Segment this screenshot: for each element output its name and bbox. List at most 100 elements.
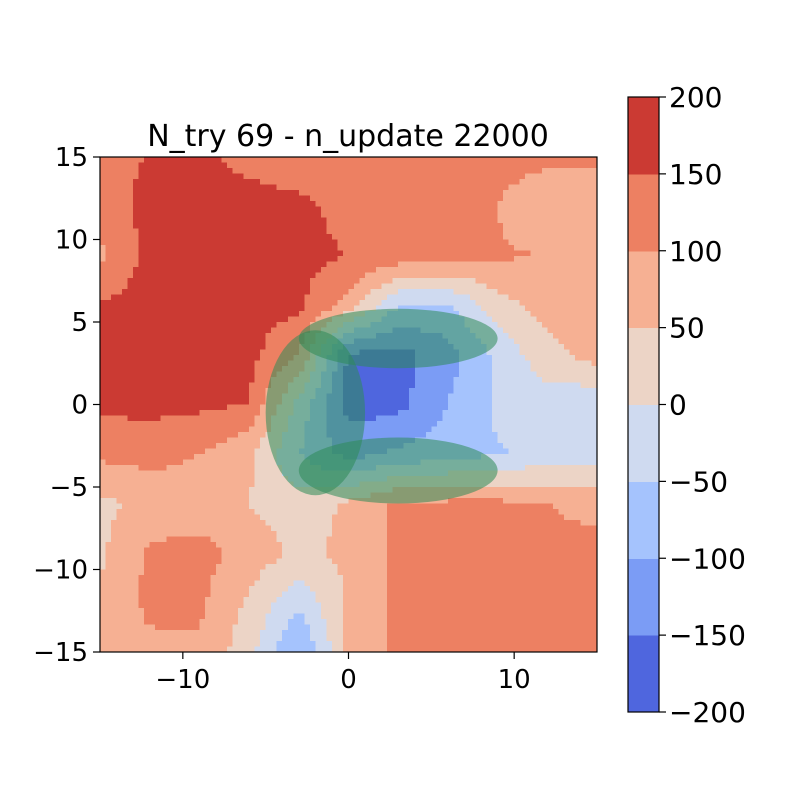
contour-cell: [348, 250, 355, 257]
contour-cell: [552, 426, 559, 433]
contour-cell: [574, 256, 582, 263]
contour-cell: [464, 256, 471, 263]
contour-cell: [243, 338, 250, 345]
contour-cell: [359, 162, 366, 169]
contour-cell: [133, 201, 140, 208]
contour-cell: [204, 234, 212, 241]
contour-cell: [387, 201, 394, 208]
contour-cell: [293, 217, 300, 224]
contour-cell: [558, 454, 565, 461]
contour-cell: [447, 366, 455, 373]
contour-cell: [171, 190, 178, 197]
contour-cell: [133, 223, 140, 230]
contour-cell: [591, 250, 597, 257]
contour-cell: [464, 173, 471, 180]
contour-cell: [160, 437, 167, 444]
contour-cell: [563, 256, 570, 263]
contour-cell: [215, 459, 223, 466]
contour-cell: [155, 404, 162, 411]
contour-cell: [221, 195, 228, 202]
contour-cell: [486, 289, 493, 296]
contour-cell: [431, 404, 438, 411]
contour-cell: [182, 338, 189, 345]
contour-cell: [464, 382, 471, 389]
contour-cell: [398, 184, 405, 191]
contour-cell: [127, 410, 134, 417]
contour-cell: [425, 289, 432, 296]
contour-cell: [591, 399, 597, 406]
contour-cell: [326, 261, 333, 268]
contour-cell: [210, 201, 217, 208]
contour-cell: [331, 250, 339, 257]
contour-cell: [547, 179, 554, 186]
contour-cell: [182, 371, 189, 378]
contour-cell: [492, 195, 499, 202]
contour-cell: [166, 267, 173, 274]
contour-cell: [304, 157, 311, 164]
contour-cell: [387, 168, 394, 175]
contour-cell: [519, 322, 526, 329]
contour-cell: [100, 179, 107, 186]
contour-cell: [188, 355, 195, 362]
contour-cell: [249, 300, 256, 307]
contour-cell: [563, 157, 570, 164]
contour-cell: [370, 184, 377, 191]
contour-cell: [574, 443, 582, 450]
contour-cell: [243, 371, 250, 378]
contour-cell: [541, 421, 548, 428]
contour-cell: [370, 300, 377, 307]
contour-cell: [464, 278, 471, 285]
contour-cell: [133, 399, 140, 406]
contour-cell: [486, 300, 493, 307]
contour-cell: [442, 371, 449, 378]
contour-cell: [116, 305, 123, 312]
contour-cell: [182, 201, 189, 208]
contour-cell: [503, 432, 510, 439]
contour-cell: [127, 179, 134, 186]
contour-cell: [287, 316, 294, 323]
contour-cell: [260, 432, 267, 439]
contour-cell: [525, 206, 532, 213]
contour-cell: [464, 217, 471, 224]
contour-cell: [580, 454, 587, 461]
contour-cell: [519, 234, 526, 241]
contour-cell: [298, 234, 305, 241]
contour-cell: [387, 426, 394, 433]
contour-cell: [221, 300, 228, 307]
contour-cell: [376, 366, 383, 373]
contour-cell: [359, 228, 366, 235]
contour-cell: [232, 261, 239, 268]
contour-cell: [541, 168, 548, 175]
contour-cell: [133, 239, 140, 246]
contour-cell: [392, 305, 399, 312]
contour-cell: [260, 327, 267, 334]
contour-cell: [425, 404, 432, 411]
contour-cell: [530, 267, 537, 274]
contour-cell: [425, 179, 432, 186]
contour-cell: [398, 206, 405, 213]
contour-cell: [398, 272, 405, 279]
contour-cell: [238, 217, 245, 224]
contour-cell: [188, 382, 195, 389]
contour-cell: [365, 294, 372, 301]
contour-cell: [249, 448, 256, 455]
contour-cell: [133, 245, 140, 252]
contour-cell: [105, 349, 112, 356]
contour-cell: [326, 162, 333, 169]
contour-cell: [497, 311, 504, 318]
contour-cell: [111, 426, 118, 433]
contour-cell: [243, 294, 250, 301]
contour-cell: [232, 366, 239, 373]
contour-cell: [365, 382, 372, 389]
contour-cell: [541, 201, 548, 208]
contour-cell: [558, 217, 565, 224]
contour-cell: [464, 201, 471, 208]
contour-cell: [503, 316, 510, 323]
contour-cell: [475, 294, 482, 301]
contour-cell: [155, 322, 162, 329]
contour-cell: [105, 300, 112, 307]
contour-cell: [530, 157, 537, 164]
contour-cell: [105, 421, 112, 428]
contour-cell: [591, 388, 597, 395]
contour-cell: [138, 316, 145, 323]
